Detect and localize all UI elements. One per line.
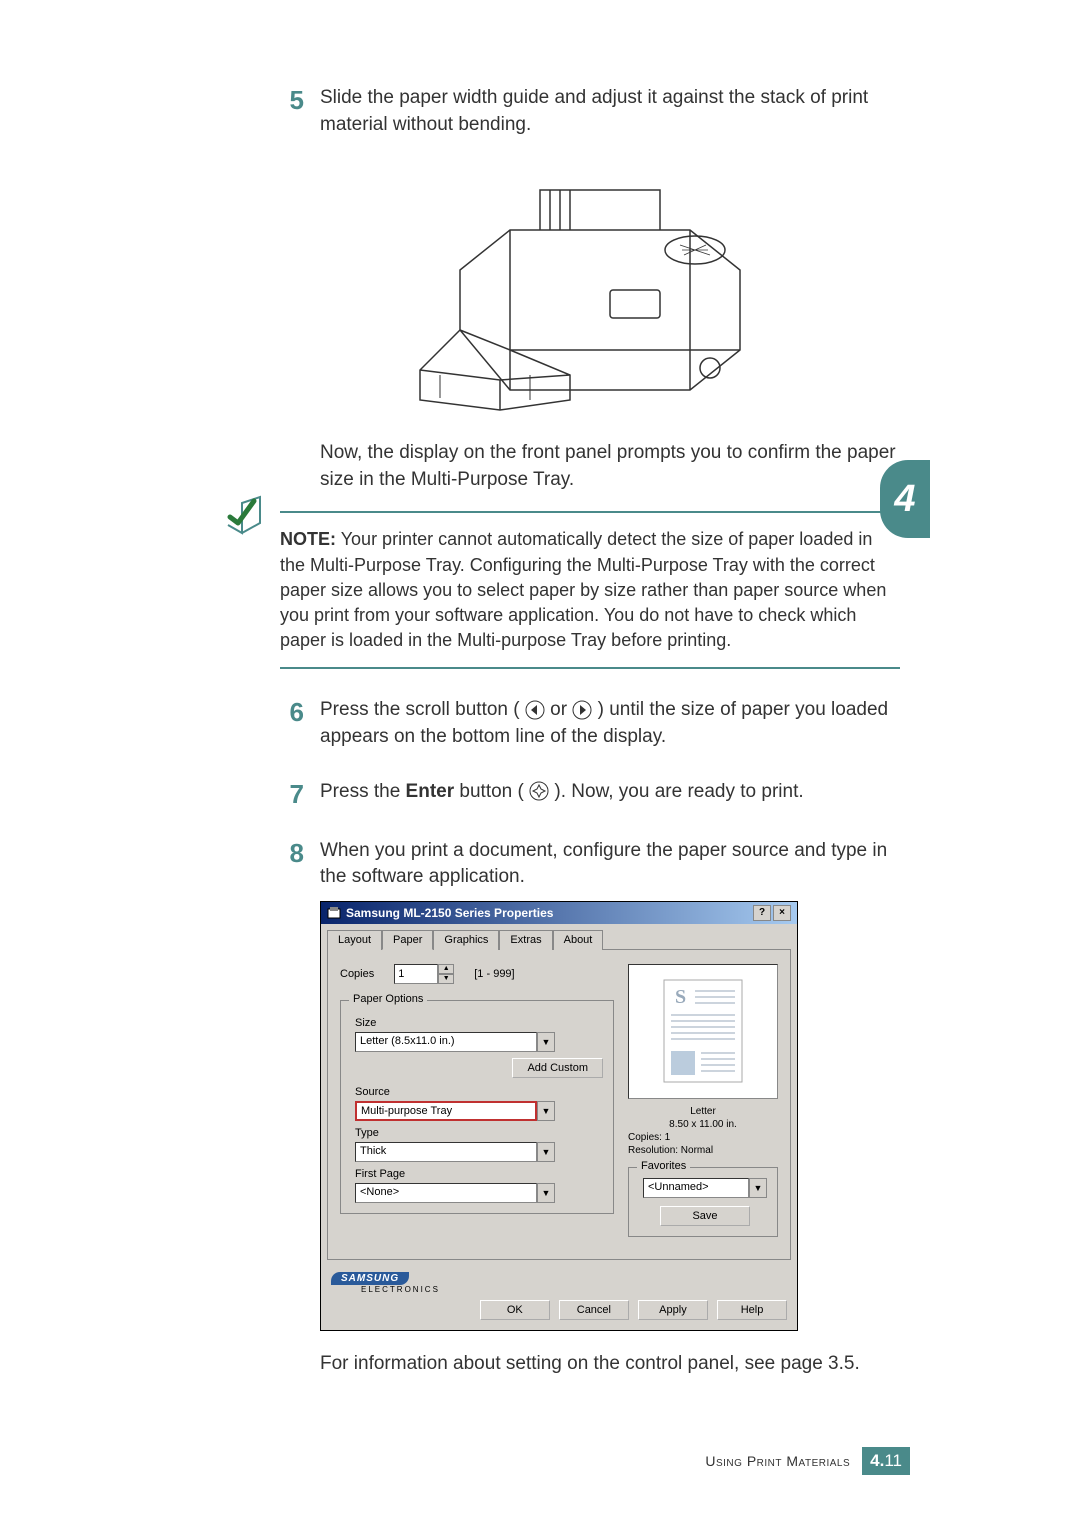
step-5: 5 Slide the paper width guide and adjust… (280, 85, 900, 138)
first-page-combo[interactable]: <None> ▼ (355, 1183, 555, 1203)
footer-label: Using Print Materials (705, 1453, 850, 1469)
spinner-down-icon[interactable]: ▼ (438, 974, 454, 984)
help-button[interactable]: Help (717, 1300, 787, 1320)
tab-layout[interactable]: Layout (327, 930, 382, 950)
favorites-group: Favorites <Unnamed> ▼ Save (628, 1167, 778, 1237)
note-body: Your printer cannot automatically detect… (280, 529, 886, 650)
source-combo[interactable]: Multi-purpose Tray ▼ (355, 1101, 555, 1121)
chevron-down-icon[interactable]: ▼ (537, 1183, 555, 1203)
preview-info: Letter 8.50 x 11.00 in. Copies: 1 Resolu… (628, 1105, 778, 1157)
apply-button[interactable]: Apply (638, 1300, 708, 1320)
step-6: 6 Press the scroll button ( or ) until t… (280, 697, 900, 750)
step-8: 8 When you print a document, configure t… (280, 838, 900, 891)
tab-graphics[interactable]: Graphics (433, 930, 499, 950)
dialog-icon (327, 906, 341, 920)
step-number: 8 (280, 838, 304, 891)
note-block: NOTE: Your printer cannot automatically … (280, 511, 900, 669)
close-button[interactable]: × (773, 905, 791, 921)
footer-page: 4.11 (862, 1447, 910, 1475)
properties-dialog: Samsung ML-2150 Series Properties ? × La… (320, 901, 798, 1331)
size-label: Size (355, 1017, 603, 1029)
logo-brand: SAMSUNG (331, 1272, 409, 1285)
tab-extras[interactable]: Extras (499, 930, 552, 950)
footer-sentence: For information about setting on the con… (320, 1351, 900, 1378)
note-text: NOTE: Your printer cannot automatically … (280, 527, 900, 653)
preview-copies: Copies: 1 (628, 1131, 778, 1144)
preview-size-name: Letter (628, 1105, 778, 1118)
cancel-button[interactable]: Cancel (559, 1300, 629, 1320)
logo-sub: ELECTRONICS (361, 1285, 787, 1294)
step-number: 6 (280, 697, 304, 750)
first-page-label: First Page (355, 1168, 603, 1180)
preview-page-icon: S (661, 977, 745, 1085)
chevron-down-icon[interactable]: ▼ (749, 1178, 767, 1198)
panel-left: Copies ▲ ▼ [1 - 999] Paper Options Size (340, 964, 614, 1247)
favorites-title: Favorites (637, 1160, 690, 1172)
tab-paper[interactable]: Paper (382, 930, 433, 950)
chevron-down-icon[interactable]: ▼ (537, 1032, 555, 1052)
copies-label: Copies (340, 968, 374, 980)
copies-input[interactable] (394, 964, 438, 984)
type-combo[interactable]: Thick ▼ (355, 1142, 555, 1162)
enter-icon (529, 781, 549, 801)
type-label: Type (355, 1127, 603, 1139)
ok-button[interactable]: OK (480, 1300, 550, 1320)
tab-about[interactable]: About (553, 930, 604, 950)
help-button[interactable]: ? (753, 905, 771, 921)
step-text: When you print a document, configure the… (320, 838, 900, 891)
step-number: 5 (280, 85, 304, 138)
paper-options-group: Paper Options Size Letter (8.5x11.0 in.)… (340, 1000, 614, 1214)
panel-right: S Letter 8. (628, 964, 778, 1247)
dialog-titlebar: Samsung ML-2150 Series Properties ? × (321, 902, 797, 924)
dialog-button-row: OK Cancel Apply Help (321, 1300, 797, 1330)
printer-illustration (400, 150, 780, 420)
note-label: NOTE: (280, 529, 336, 549)
size-combo[interactable]: Letter (8.5x11.0 in.) ▼ (355, 1032, 555, 1052)
scroll-left-icon (525, 700, 545, 720)
page-footer: Using Print Materials 4.11 (705, 1447, 910, 1475)
copies-range: [1 - 999] (474, 968, 514, 980)
step-text: Press the scroll button ( or ) until the… (320, 697, 900, 750)
chapter-tab: 4 (880, 460, 930, 538)
page-content: 5 Slide the paper width guide and adjust… (280, 85, 900, 1377)
paper-options-title: Paper Options (349, 993, 427, 1005)
copies-spinner[interactable]: ▲ ▼ (394, 964, 454, 984)
favorites-combo[interactable]: <Unnamed> ▼ (643, 1178, 767, 1198)
step-text: Press the Enter button ( ). Now, you are… (320, 779, 900, 810)
dialog-tabs: Layout Paper Graphics Extras About (321, 924, 797, 949)
preview-size-dim: 8.50 x 11.00 in. (628, 1118, 778, 1131)
svg-text:S: S (675, 986, 686, 1008)
logo-bar: SAMSUNG ELECTRONICS (321, 1266, 797, 1300)
scroll-right-icon (572, 700, 592, 720)
chevron-down-icon[interactable]: ▼ (537, 1101, 555, 1121)
step-number: 7 (280, 779, 304, 810)
step-5-continue: Now, the display on the front panel prom… (320, 440, 900, 493)
preview-resolution: Resolution: Normal (628, 1144, 778, 1157)
dialog-title: Samsung ML-2150 Series Properties (346, 906, 553, 920)
add-custom-button[interactable]: Add Custom (512, 1058, 603, 1078)
step-text: Slide the paper width guide and adjust i… (320, 85, 900, 138)
preview-box: S (628, 964, 778, 1099)
note-icon (224, 493, 268, 537)
spinner-up-icon[interactable]: ▲ (438, 964, 454, 974)
step-7: 7 Press the Enter button ( ). Now, you a… (280, 779, 900, 810)
tab-panel: Copies ▲ ▼ [1 - 999] Paper Options Size (327, 949, 791, 1260)
chevron-down-icon[interactable]: ▼ (537, 1142, 555, 1162)
source-label: Source (355, 1086, 603, 1098)
save-button[interactable]: Save (660, 1206, 750, 1226)
